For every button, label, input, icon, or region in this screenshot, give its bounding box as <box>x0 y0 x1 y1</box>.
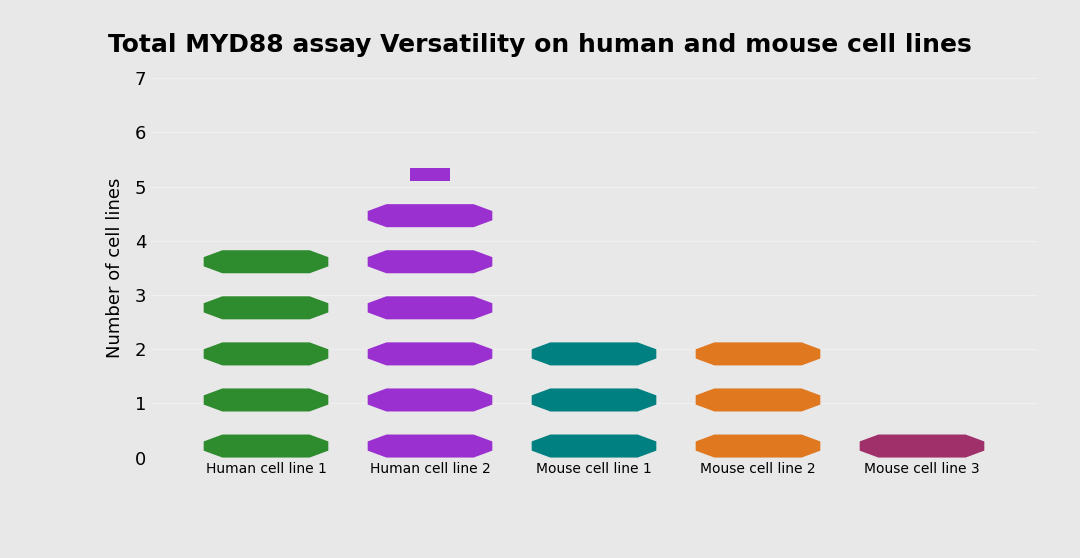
Polygon shape <box>204 343 328 365</box>
Polygon shape <box>367 388 492 411</box>
Text: Total MYD88 assay Versatility on human and mouse cell lines: Total MYD88 assay Versatility on human a… <box>108 32 972 57</box>
Polygon shape <box>860 435 984 458</box>
Polygon shape <box>204 435 328 458</box>
Polygon shape <box>531 388 657 411</box>
Polygon shape <box>367 343 492 365</box>
Polygon shape <box>696 435 821 458</box>
Polygon shape <box>367 204 492 227</box>
Polygon shape <box>204 250 328 273</box>
Polygon shape <box>367 296 492 319</box>
Polygon shape <box>696 343 821 365</box>
Bar <box>410 167 449 181</box>
Polygon shape <box>204 296 328 319</box>
Polygon shape <box>531 343 657 365</box>
Polygon shape <box>204 388 328 411</box>
Polygon shape <box>696 388 821 411</box>
Polygon shape <box>531 435 657 458</box>
Y-axis label: Number of cell lines: Number of cell lines <box>106 177 124 358</box>
Polygon shape <box>367 435 492 458</box>
Polygon shape <box>367 250 492 273</box>
